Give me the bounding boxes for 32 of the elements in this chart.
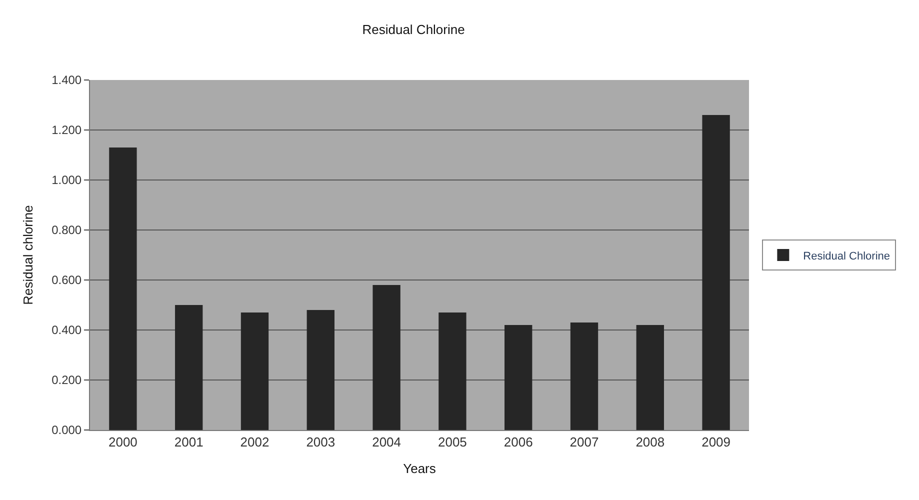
bar	[240, 312, 269, 430]
x-tick-label: 2003	[306, 434, 336, 450]
y-tick-label: 1.200	[52, 123, 82, 138]
y-tick-label: 0.600	[52, 273, 82, 288]
x-tick-label: 2000	[108, 434, 138, 450]
y-tick-label: 1.400	[52, 73, 82, 88]
legend-label: Residual Chlorine	[803, 250, 890, 262]
bar	[570, 322, 598, 430]
bar	[636, 325, 664, 430]
y-tick-label: 0.800	[52, 223, 82, 238]
x-tick-label: 2006	[504, 434, 533, 450]
bar	[175, 305, 203, 430]
x-tick-label: 2001	[174, 434, 204, 450]
y-tick-label: 0.400	[52, 323, 82, 338]
bar	[702, 115, 730, 430]
x-tick-label: 2008	[636, 434, 665, 450]
bar	[438, 312, 466, 430]
chart-title: Residual Chlorine	[362, 22, 465, 38]
y-tick-label: 0.200	[52, 373, 82, 388]
y-tick-label: 0.000	[52, 423, 82, 438]
y-tick-label: 1.000	[52, 173, 82, 188]
x-tick-label: 2005	[438, 434, 467, 450]
bar	[109, 148, 137, 430]
x-tick-label: 2004	[372, 434, 402, 450]
y-axis-title: Residual chlorine	[20, 205, 36, 305]
bar	[372, 285, 400, 430]
x-tick-label: 2002	[240, 434, 270, 450]
bar	[306, 310, 334, 430]
bar	[504, 325, 532, 430]
x-axis-title: Years	[403, 461, 436, 476]
x-tick-label: 2007	[570, 434, 599, 450]
x-tick-label: 2009	[702, 434, 731, 450]
